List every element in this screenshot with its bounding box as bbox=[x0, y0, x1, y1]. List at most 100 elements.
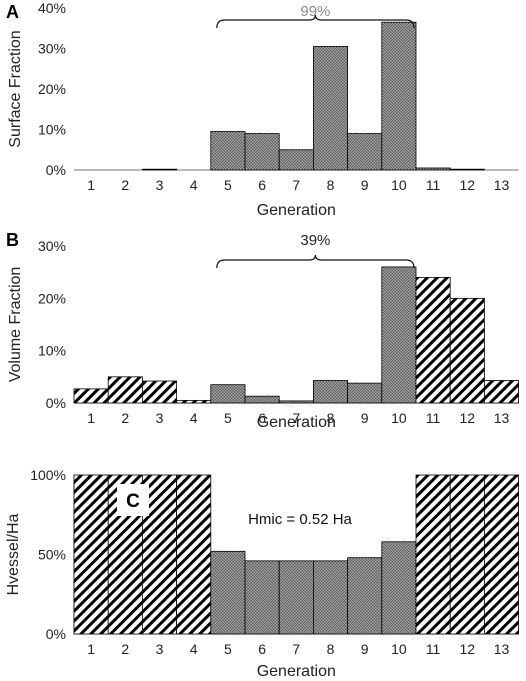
x-tick-label: 9 bbox=[361, 410, 369, 426]
y-tick-label: 50% bbox=[38, 547, 66, 563]
x-tick-label: 12 bbox=[460, 641, 476, 657]
x-tick-label: 7 bbox=[292, 641, 300, 657]
panel-label: B bbox=[6, 230, 19, 250]
bar-gen-10 bbox=[381, 266, 417, 404]
bar-gen-10 bbox=[381, 21, 417, 171]
x-tick-label: 11 bbox=[426, 177, 441, 193]
x-tick-label: 10 bbox=[391, 641, 407, 657]
bar-gen-13 bbox=[483, 474, 519, 635]
x-tick-label: 10 bbox=[391, 410, 407, 426]
bar-gen-5 bbox=[210, 131, 246, 171]
x-tick-label: 8 bbox=[327, 177, 335, 193]
x-tick-label: 7 bbox=[292, 410, 300, 426]
bar-gen-9 bbox=[347, 133, 383, 171]
x-tick-label: 8 bbox=[327, 410, 335, 426]
y-tick-label: 10% bbox=[38, 343, 66, 359]
x-tick-label: 4 bbox=[190, 410, 198, 426]
bar-gen-1 bbox=[73, 474, 109, 635]
panel-label-box bbox=[117, 484, 149, 516]
x-axis-title: Generation bbox=[257, 202, 336, 219]
bar-gen-7 bbox=[278, 400, 314, 404]
y-tick-label: 30% bbox=[38, 238, 66, 254]
chart-panel-c: 0%50%100%1 2 3 4 5 6 7 8 9 10 11 12 13GenerationHves… bbox=[5, 467, 519, 680]
annotation-label: 39% bbox=[300, 232, 330, 249]
y-axis-title: Surface Fraction bbox=[7, 30, 24, 147]
bracket bbox=[216, 254, 415, 269]
chart-panel-b: 0%10%20%30%1 2 3 4 5 6 7 8 9 10 11 12 13GenerationVo… bbox=[6, 230, 519, 431]
x-tick-label: 5 bbox=[224, 641, 232, 657]
x-tick-label: 4 bbox=[190, 177, 198, 193]
bar-gen-7 bbox=[278, 560, 314, 635]
y-tick-label: 0% bbox=[46, 395, 66, 411]
bar-gen-11 bbox=[415, 474, 451, 635]
bar-gen-10 bbox=[381, 541, 417, 635]
bar-gen-6 bbox=[244, 133, 280, 171]
x-tick-label: 1 bbox=[87, 641, 95, 657]
x-tick-label: 11 bbox=[426, 410, 441, 426]
x-tick-label: 3 bbox=[156, 641, 164, 657]
bar-gen-5 bbox=[210, 550, 246, 635]
bar-gen-5 bbox=[210, 384, 246, 404]
panel-label: C bbox=[126, 491, 140, 512]
bar-gen-7 bbox=[278, 149, 314, 171]
x-tick-label: 12 bbox=[460, 177, 476, 193]
x-tick-label: 6 bbox=[258, 641, 266, 657]
x-tick-label: 1 bbox=[87, 177, 95, 193]
bar-gen-9 bbox=[347, 557, 383, 635]
y-axis-title: Volume Fraction bbox=[7, 267, 24, 383]
y-tick-label: 0% bbox=[46, 626, 66, 642]
y-tick-label: 20% bbox=[38, 81, 66, 97]
x-tick-label: 9 bbox=[361, 177, 369, 193]
x-tick-label: 5 bbox=[224, 177, 232, 193]
y-axis-title: Hvessel/Ha bbox=[5, 514, 22, 596]
bar-gen-4 bbox=[176, 399, 212, 404]
x-tick-label: 13 bbox=[494, 177, 510, 193]
bar-gen-6 bbox=[244, 395, 280, 404]
bar-gen-8 bbox=[312, 380, 348, 404]
x-tick-label: 11 bbox=[426, 641, 441, 657]
bar-gen-8 bbox=[312, 46, 348, 171]
x-tick-label: 13 bbox=[494, 641, 510, 657]
bar-gen-11 bbox=[415, 276, 451, 404]
y-tick-label: 30% bbox=[38, 41, 66, 57]
bar-gen-4 bbox=[176, 474, 212, 635]
x-tick-label: 9 bbox=[361, 641, 369, 657]
x-tick-label: 4 bbox=[190, 641, 198, 657]
x-tick-label: 3 bbox=[156, 410, 164, 426]
bar-gen-8 bbox=[312, 560, 348, 635]
x-tick-label: 2 bbox=[121, 641, 129, 657]
y-tick-label: 20% bbox=[38, 290, 66, 306]
annotation-label: 99% bbox=[300, 3, 330, 20]
x-tick-label: 8 bbox=[327, 641, 335, 657]
panel-label: A bbox=[6, 2, 19, 22]
bar-gen-1 bbox=[73, 388, 109, 404]
bar-gen-9 bbox=[347, 382, 383, 404]
x-tick-label: 5 bbox=[224, 410, 232, 426]
bar-gen-13 bbox=[483, 380, 519, 404]
bar-gen-12 bbox=[449, 297, 485, 404]
bar-gen-6 bbox=[244, 560, 280, 635]
x-tick-label: 13 bbox=[494, 410, 510, 426]
x-tick-label: 6 bbox=[258, 177, 266, 193]
bar-gen-11 bbox=[415, 167, 451, 171]
annotation-label: Hmic = 0.52 Ha bbox=[248, 511, 352, 528]
y-tick-label: 100% bbox=[30, 467, 66, 483]
x-tick-label: 2 bbox=[121, 410, 129, 426]
x-tick-label: 2 bbox=[121, 177, 129, 193]
bar-gen-12 bbox=[449, 474, 485, 635]
x-tick-label: 6 bbox=[258, 410, 266, 426]
x-tick-label: 1 bbox=[87, 410, 95, 426]
x-axis-title: Generation bbox=[257, 663, 336, 680]
y-tick-label: 10% bbox=[38, 122, 66, 138]
x-tick-label: 7 bbox=[292, 177, 300, 193]
chart-panel-a: 0%10%20%30%40%1 2 3 4 5 6 7 8 9 10 11 12 13Generatio… bbox=[6, 0, 519, 219]
x-tick-label: 3 bbox=[156, 177, 164, 193]
bar-gen-2 bbox=[107, 376, 143, 404]
x-tick-label: 12 bbox=[460, 410, 476, 426]
bar-gen-12 bbox=[449, 168, 485, 171]
bracket bbox=[216, 14, 415, 29]
y-tick-label: 0% bbox=[46, 162, 66, 178]
bar-gen-3 bbox=[141, 380, 177, 404]
y-tick-label: 40% bbox=[38, 0, 66, 16]
